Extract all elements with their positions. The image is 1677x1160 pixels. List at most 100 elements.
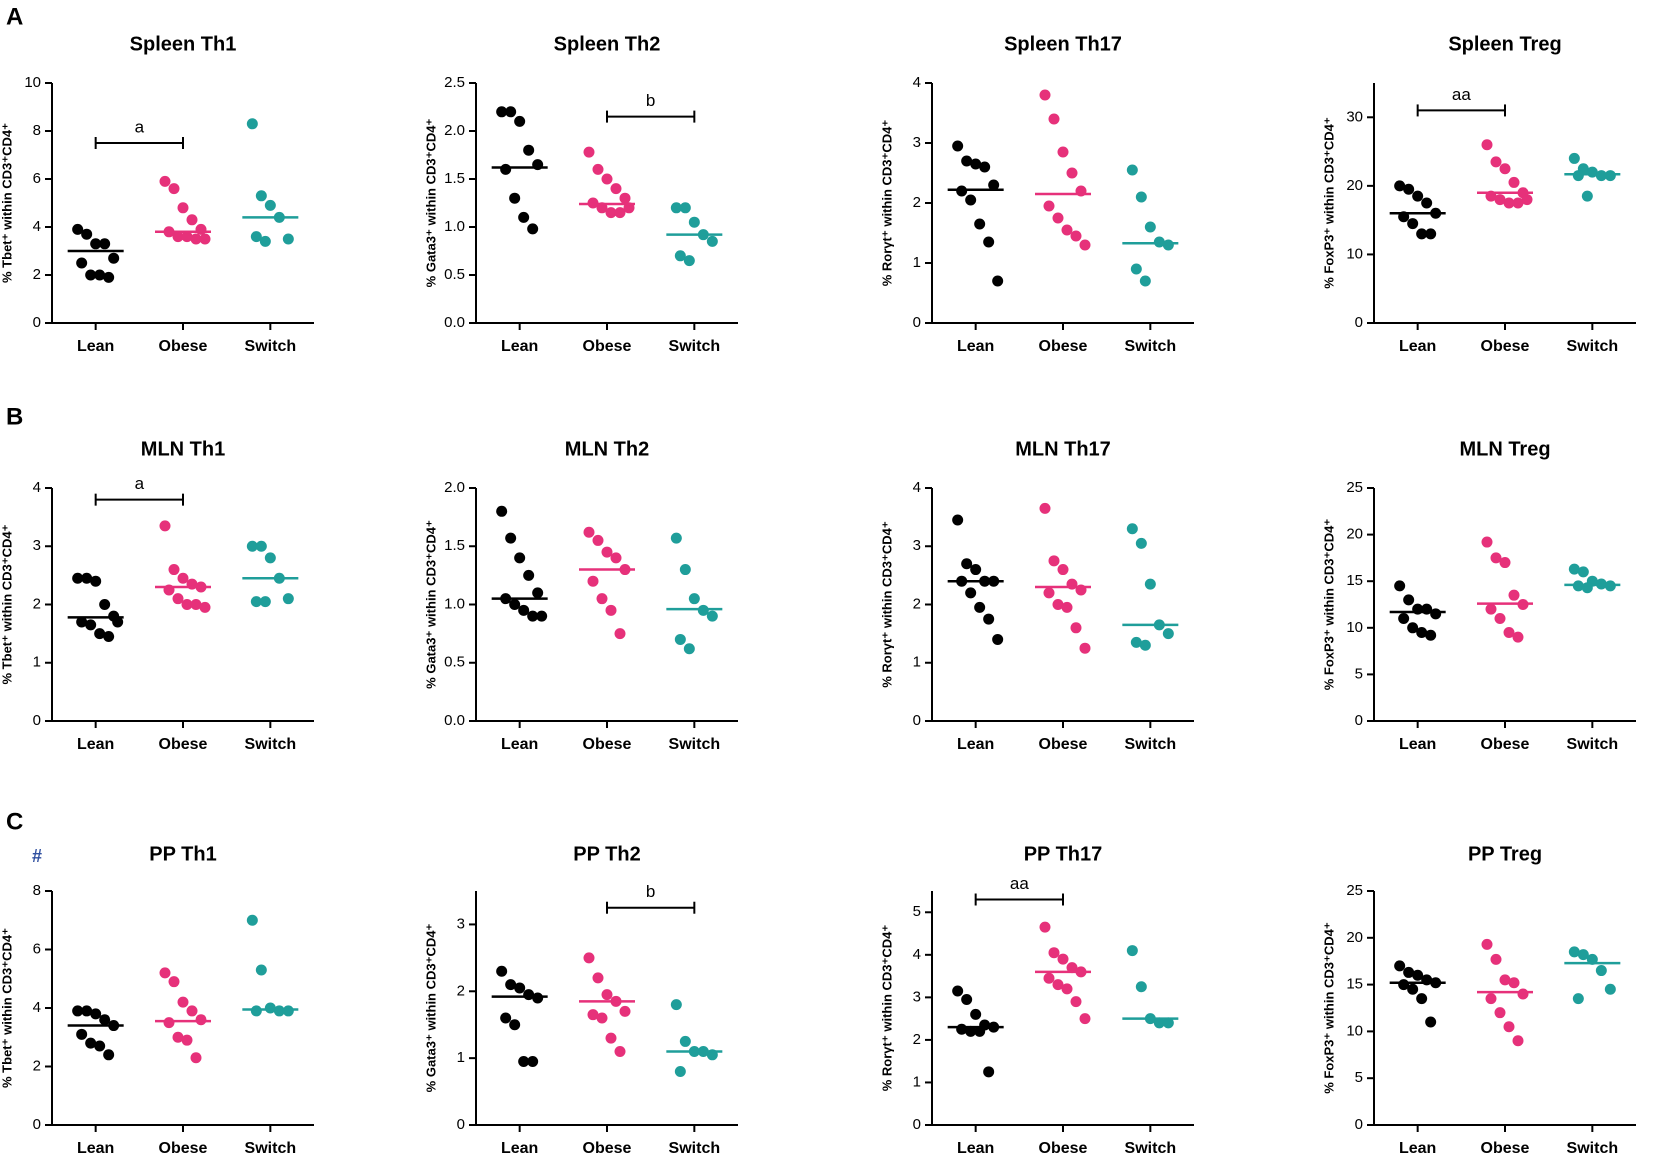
y-tick-label: 3 (913, 134, 921, 151)
data-point (1403, 183, 1415, 195)
data-point (1130, 636, 1142, 648)
y-tick-label: 4 (33, 999, 41, 1016)
x-tick-label: Switch (1125, 338, 1177, 355)
data-point (496, 965, 508, 977)
annotation: a (135, 117, 145, 136)
x-tick-label: Obese (583, 338, 632, 355)
data-point (90, 238, 102, 250)
x-tick-label: Obese (1481, 736, 1530, 753)
data-point (246, 914, 258, 926)
data-point (177, 996, 189, 1008)
data-point (250, 231, 262, 243)
data-point (965, 194, 977, 206)
data-point (181, 231, 193, 243)
x-tick-label: Switch (669, 736, 721, 753)
data-point (1503, 1021, 1515, 1033)
chart-title: PP Th17 (1024, 843, 1103, 865)
data-point (505, 979, 517, 991)
x-tick-label: Lean (1399, 1140, 1436, 1157)
y-tick-label: 2 (457, 982, 465, 999)
data-point (1485, 993, 1497, 1005)
data-point (190, 233, 202, 245)
data-point (961, 993, 973, 1005)
data-point (1126, 164, 1138, 176)
y-axis-label: % FoxP3⁺ within CD3⁺CD4⁺ (1321, 922, 1336, 1094)
x-tick-label: Obese (159, 338, 208, 355)
y-tick-label: 5 (1355, 1069, 1363, 1086)
y-axis-label: % Tbet⁺ within CD3⁺CD4⁺ (0, 928, 14, 1088)
data-point (181, 1034, 193, 1046)
annotation: b (646, 882, 655, 901)
y-axis-label: % Rorγt⁺ within CD3⁺CD4⁺ (879, 521, 894, 688)
data-point (523, 144, 535, 156)
data-point (1503, 626, 1515, 638)
data-point (1572, 170, 1584, 182)
y-tick-label: 2.0 (444, 479, 465, 496)
data-point (536, 610, 548, 622)
data-point (1139, 275, 1151, 287)
data-point (72, 1005, 84, 1017)
data-point (177, 202, 189, 214)
data-point (974, 1025, 986, 1037)
y-tick-label: 2 (913, 1031, 921, 1048)
data-point (90, 575, 102, 587)
data-point (619, 192, 631, 204)
panel-label: A (6, 3, 23, 30)
data-point (518, 604, 530, 616)
data-point (1052, 212, 1064, 224)
x-tick-label: Switch (1125, 736, 1177, 753)
y-tick-label: 15 (1346, 572, 1363, 589)
data-point (596, 1012, 608, 1024)
data-point (1568, 946, 1580, 958)
data-point (1416, 993, 1428, 1005)
data-point (1581, 190, 1593, 202)
data-point (614, 207, 626, 219)
data-point (1048, 555, 1060, 567)
data-point (1521, 194, 1533, 206)
data-point (983, 613, 995, 625)
data-point (99, 238, 111, 250)
x-tick-label: Lean (77, 338, 114, 355)
data-point (159, 520, 171, 532)
data-point (195, 1014, 207, 1026)
y-tick-label: 2 (913, 194, 921, 211)
data-point (1057, 953, 1069, 965)
data-point (952, 985, 964, 997)
data-point (670, 202, 682, 214)
data-point (500, 1012, 512, 1024)
x-tick-label: Lean (957, 1140, 994, 1157)
data-point (1425, 228, 1437, 240)
data-point (1061, 983, 1073, 995)
data-point (103, 631, 115, 643)
y-axis-label: % Gata3⁺ within CD3⁺CD4⁺ (423, 520, 438, 689)
x-tick-label: Lean (77, 1140, 114, 1157)
data-point (1048, 947, 1060, 959)
data-point (1126, 523, 1138, 535)
x-tick-label: Obese (583, 1140, 632, 1157)
data-point (1066, 962, 1078, 974)
data-point (992, 633, 1004, 645)
data-point (983, 236, 995, 248)
data-point (496, 106, 508, 118)
data-point (259, 235, 271, 247)
chart-title: MLN Treg (1459, 438, 1550, 460)
data-point (1398, 612, 1410, 624)
data-point (514, 982, 526, 994)
x-tick-label: Obese (1481, 338, 1530, 355)
data-point (103, 271, 115, 283)
y-tick-label: 20 (1346, 177, 1363, 194)
data-point (1057, 146, 1069, 158)
y-tick-label: 2.0 (444, 122, 465, 139)
y-tick-label: 3 (457, 915, 465, 932)
data-point (1135, 537, 1147, 549)
data-point (1144, 578, 1156, 590)
x-tick-label: Switch (245, 736, 297, 753)
x-tick-label: Lean (501, 736, 538, 753)
y-tick-label: 0.0 (444, 712, 465, 729)
y-tick-label: 0 (1355, 712, 1363, 729)
data-point (177, 572, 189, 584)
y-tick-label: 0 (33, 712, 41, 729)
y-tick-label: 1.0 (444, 595, 465, 612)
note: # (32, 846, 42, 866)
x-tick-label: Obese (1039, 1140, 1088, 1157)
